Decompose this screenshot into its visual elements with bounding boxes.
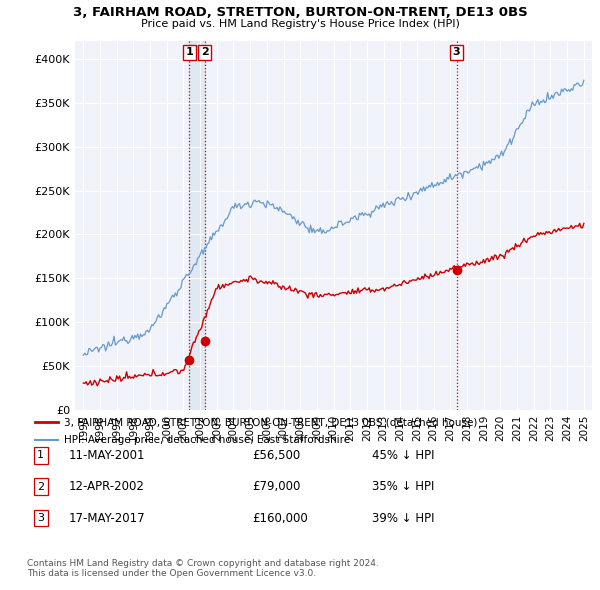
Text: 17-MAY-2017: 17-MAY-2017: [69, 512, 146, 525]
Text: 3, FAIRHAM ROAD, STRETTON, BURTON-ON-TRENT, DE13 0BS: 3, FAIRHAM ROAD, STRETTON, BURTON-ON-TRE…: [73, 6, 527, 19]
Text: £79,000: £79,000: [252, 480, 301, 493]
Text: Contains HM Land Registry data © Crown copyright and database right 2024.: Contains HM Land Registry data © Crown c…: [27, 559, 379, 568]
Text: 1: 1: [37, 451, 44, 460]
Text: HPI: Average price, detached house, East Staffordshire: HPI: Average price, detached house, East…: [64, 435, 350, 445]
Text: 1: 1: [185, 47, 193, 57]
Text: 45% ↓ HPI: 45% ↓ HPI: [372, 449, 434, 462]
Text: Price paid vs. HM Land Registry's House Price Index (HPI): Price paid vs. HM Land Registry's House …: [140, 19, 460, 29]
Text: 2: 2: [201, 47, 209, 57]
Text: £56,500: £56,500: [252, 449, 300, 462]
Text: 35% ↓ HPI: 35% ↓ HPI: [372, 480, 434, 493]
Text: 3: 3: [453, 47, 460, 57]
Text: This data is licensed under the Open Government Licence v3.0.: This data is licensed under the Open Gov…: [27, 569, 316, 578]
Text: 3, FAIRHAM ROAD, STRETTON, BURTON-ON-TRENT, DE13 0BS (detached house): 3, FAIRHAM ROAD, STRETTON, BURTON-ON-TRE…: [64, 417, 477, 427]
Text: £160,000: £160,000: [252, 512, 308, 525]
Bar: [190, 41, 205, 410]
Text: 12-APR-2002: 12-APR-2002: [69, 480, 145, 493]
Text: 11-MAY-2001: 11-MAY-2001: [69, 449, 146, 462]
Text: 3: 3: [37, 513, 44, 523]
Text: 2: 2: [37, 482, 44, 491]
Text: 39% ↓ HPI: 39% ↓ HPI: [372, 512, 434, 525]
